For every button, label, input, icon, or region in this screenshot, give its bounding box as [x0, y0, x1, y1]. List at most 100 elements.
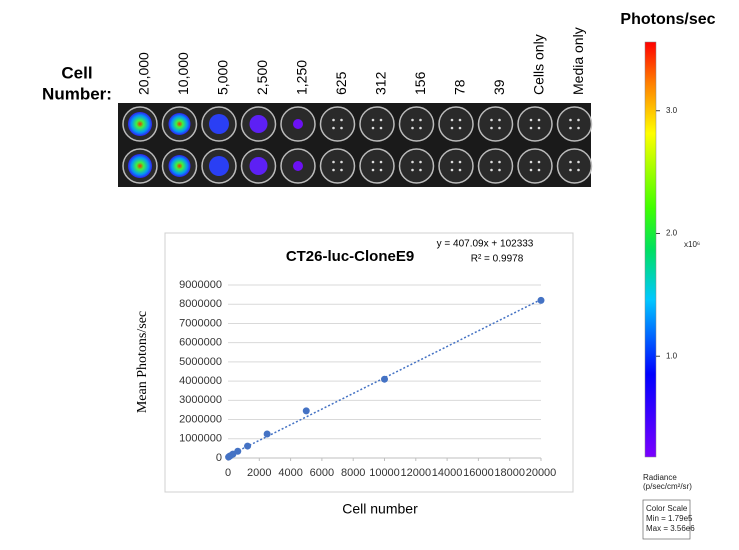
y-tick-label: 4000000 [179, 375, 222, 387]
well [398, 148, 435, 184]
color-tick-label: 3.0 [666, 106, 678, 115]
well-reflection [577, 126, 580, 130]
well-reflection [450, 126, 454, 130]
well-reflection [498, 168, 501, 172]
plate-image [118, 103, 591, 187]
well [477, 106, 514, 142]
plate-column-label: Media only [570, 27, 586, 95]
luminescence [293, 161, 303, 171]
radiance-label: (p/sec/cm²/sr) [643, 482, 692, 491]
well-reflection [529, 126, 533, 130]
well-reflection [458, 126, 462, 130]
plate-column-label: 39 [491, 79, 507, 95]
well-reflection [379, 160, 383, 164]
well-reflection [371, 126, 375, 130]
plate-row-label: Number: [42, 84, 112, 103]
x-tick-label: 10000 [369, 467, 400, 479]
well [438, 106, 474, 142]
well-reflection [332, 168, 335, 172]
luminescence [128, 154, 152, 178]
well-reflection [569, 160, 572, 164]
well [398, 106, 435, 142]
luminescence [249, 157, 268, 175]
y-tick-label: 5000000 [179, 356, 222, 368]
well-reflection [332, 160, 335, 164]
well-reflection [529, 160, 533, 164]
well-reflection [498, 126, 501, 130]
well [319, 148, 356, 184]
well-reflection [569, 118, 572, 122]
x-tick-label: 18000 [494, 467, 525, 479]
plate-column-label: 2,500 [254, 60, 270, 95]
well [359, 148, 395, 184]
plate-column-label: 625 [333, 71, 349, 95]
well-reflection [340, 168, 343, 172]
well-reflection [340, 126, 343, 130]
well-reflection [537, 160, 541, 164]
well-reflection [529, 118, 533, 122]
y-tick-label: 1000000 [179, 433, 222, 445]
x-tick-label: 12000 [401, 467, 432, 479]
chart-title: CT26-luc-CloneE9 [286, 248, 414, 265]
well-reflection [490, 126, 493, 130]
plate-column-label: Cells only [531, 34, 547, 95]
plate-column-label: 156 [412, 71, 428, 95]
well-reflection [340, 118, 343, 122]
well-reflection [490, 168, 493, 172]
chart-frame [164, 232, 574, 493]
y-tick-label: 9000000 [179, 279, 222, 291]
data-point [225, 453, 233, 461]
well-reflection [458, 168, 462, 172]
well [517, 106, 553, 142]
color-scale-title: Photons/sec [620, 11, 715, 28]
luminescence [209, 156, 229, 176]
y-tick-label: 2000000 [179, 413, 222, 425]
plate-column-label: 1,250 [294, 60, 310, 95]
well-reflection [498, 118, 501, 122]
luminescence [168, 113, 191, 135]
well [517, 148, 553, 184]
well-reflection [577, 168, 580, 172]
data-point [537, 296, 545, 304]
color-scale-box-text: Color Scale [646, 504, 688, 513]
well-reflection [537, 118, 541, 122]
data-point [381, 375, 388, 383]
color-tick-label: 2.0 [666, 229, 678, 238]
well-reflection [458, 160, 462, 164]
x-tick-label: 16000 [463, 467, 494, 479]
well-reflection [411, 168, 414, 172]
plate-column-label: 10,000 [175, 52, 191, 95]
well-reflection [529, 168, 533, 172]
radiance-label: Radiance [643, 473, 677, 482]
trendline-equation: y = 407.09x + 102333 [437, 239, 534, 250]
well-reflection [537, 126, 541, 130]
well-reflection [450, 118, 454, 122]
color-scale-multiplier: x10⁶ [684, 240, 700, 249]
well-reflection [419, 118, 422, 122]
well [359, 106, 395, 142]
well-reflection [450, 168, 454, 172]
luminescence [293, 119, 303, 129]
well-reflection [490, 160, 493, 164]
data-point [244, 442, 252, 450]
well-reflection [371, 118, 375, 122]
well-reflection [419, 126, 422, 130]
well-reflection [577, 118, 580, 122]
x-tick-label: 6000 [310, 467, 334, 479]
x-tick-label: 4000 [278, 467, 302, 479]
y-axis-label: Mean Photons/sec [135, 311, 150, 413]
x-tick-label: 8000 [341, 467, 365, 479]
well-reflection [450, 160, 454, 164]
color-bar [644, 41, 657, 458]
well-reflection [458, 118, 462, 122]
well-reflection [411, 118, 414, 122]
trendline-r2: R² = 0.9978 [471, 254, 524, 265]
y-tick-label: 7000000 [179, 317, 222, 329]
luminescence [249, 115, 268, 133]
well [556, 106, 593, 142]
luminescence [168, 155, 191, 177]
x-tick-label: 20000 [526, 467, 557, 479]
well [438, 148, 474, 184]
luminescence [128, 112, 152, 136]
